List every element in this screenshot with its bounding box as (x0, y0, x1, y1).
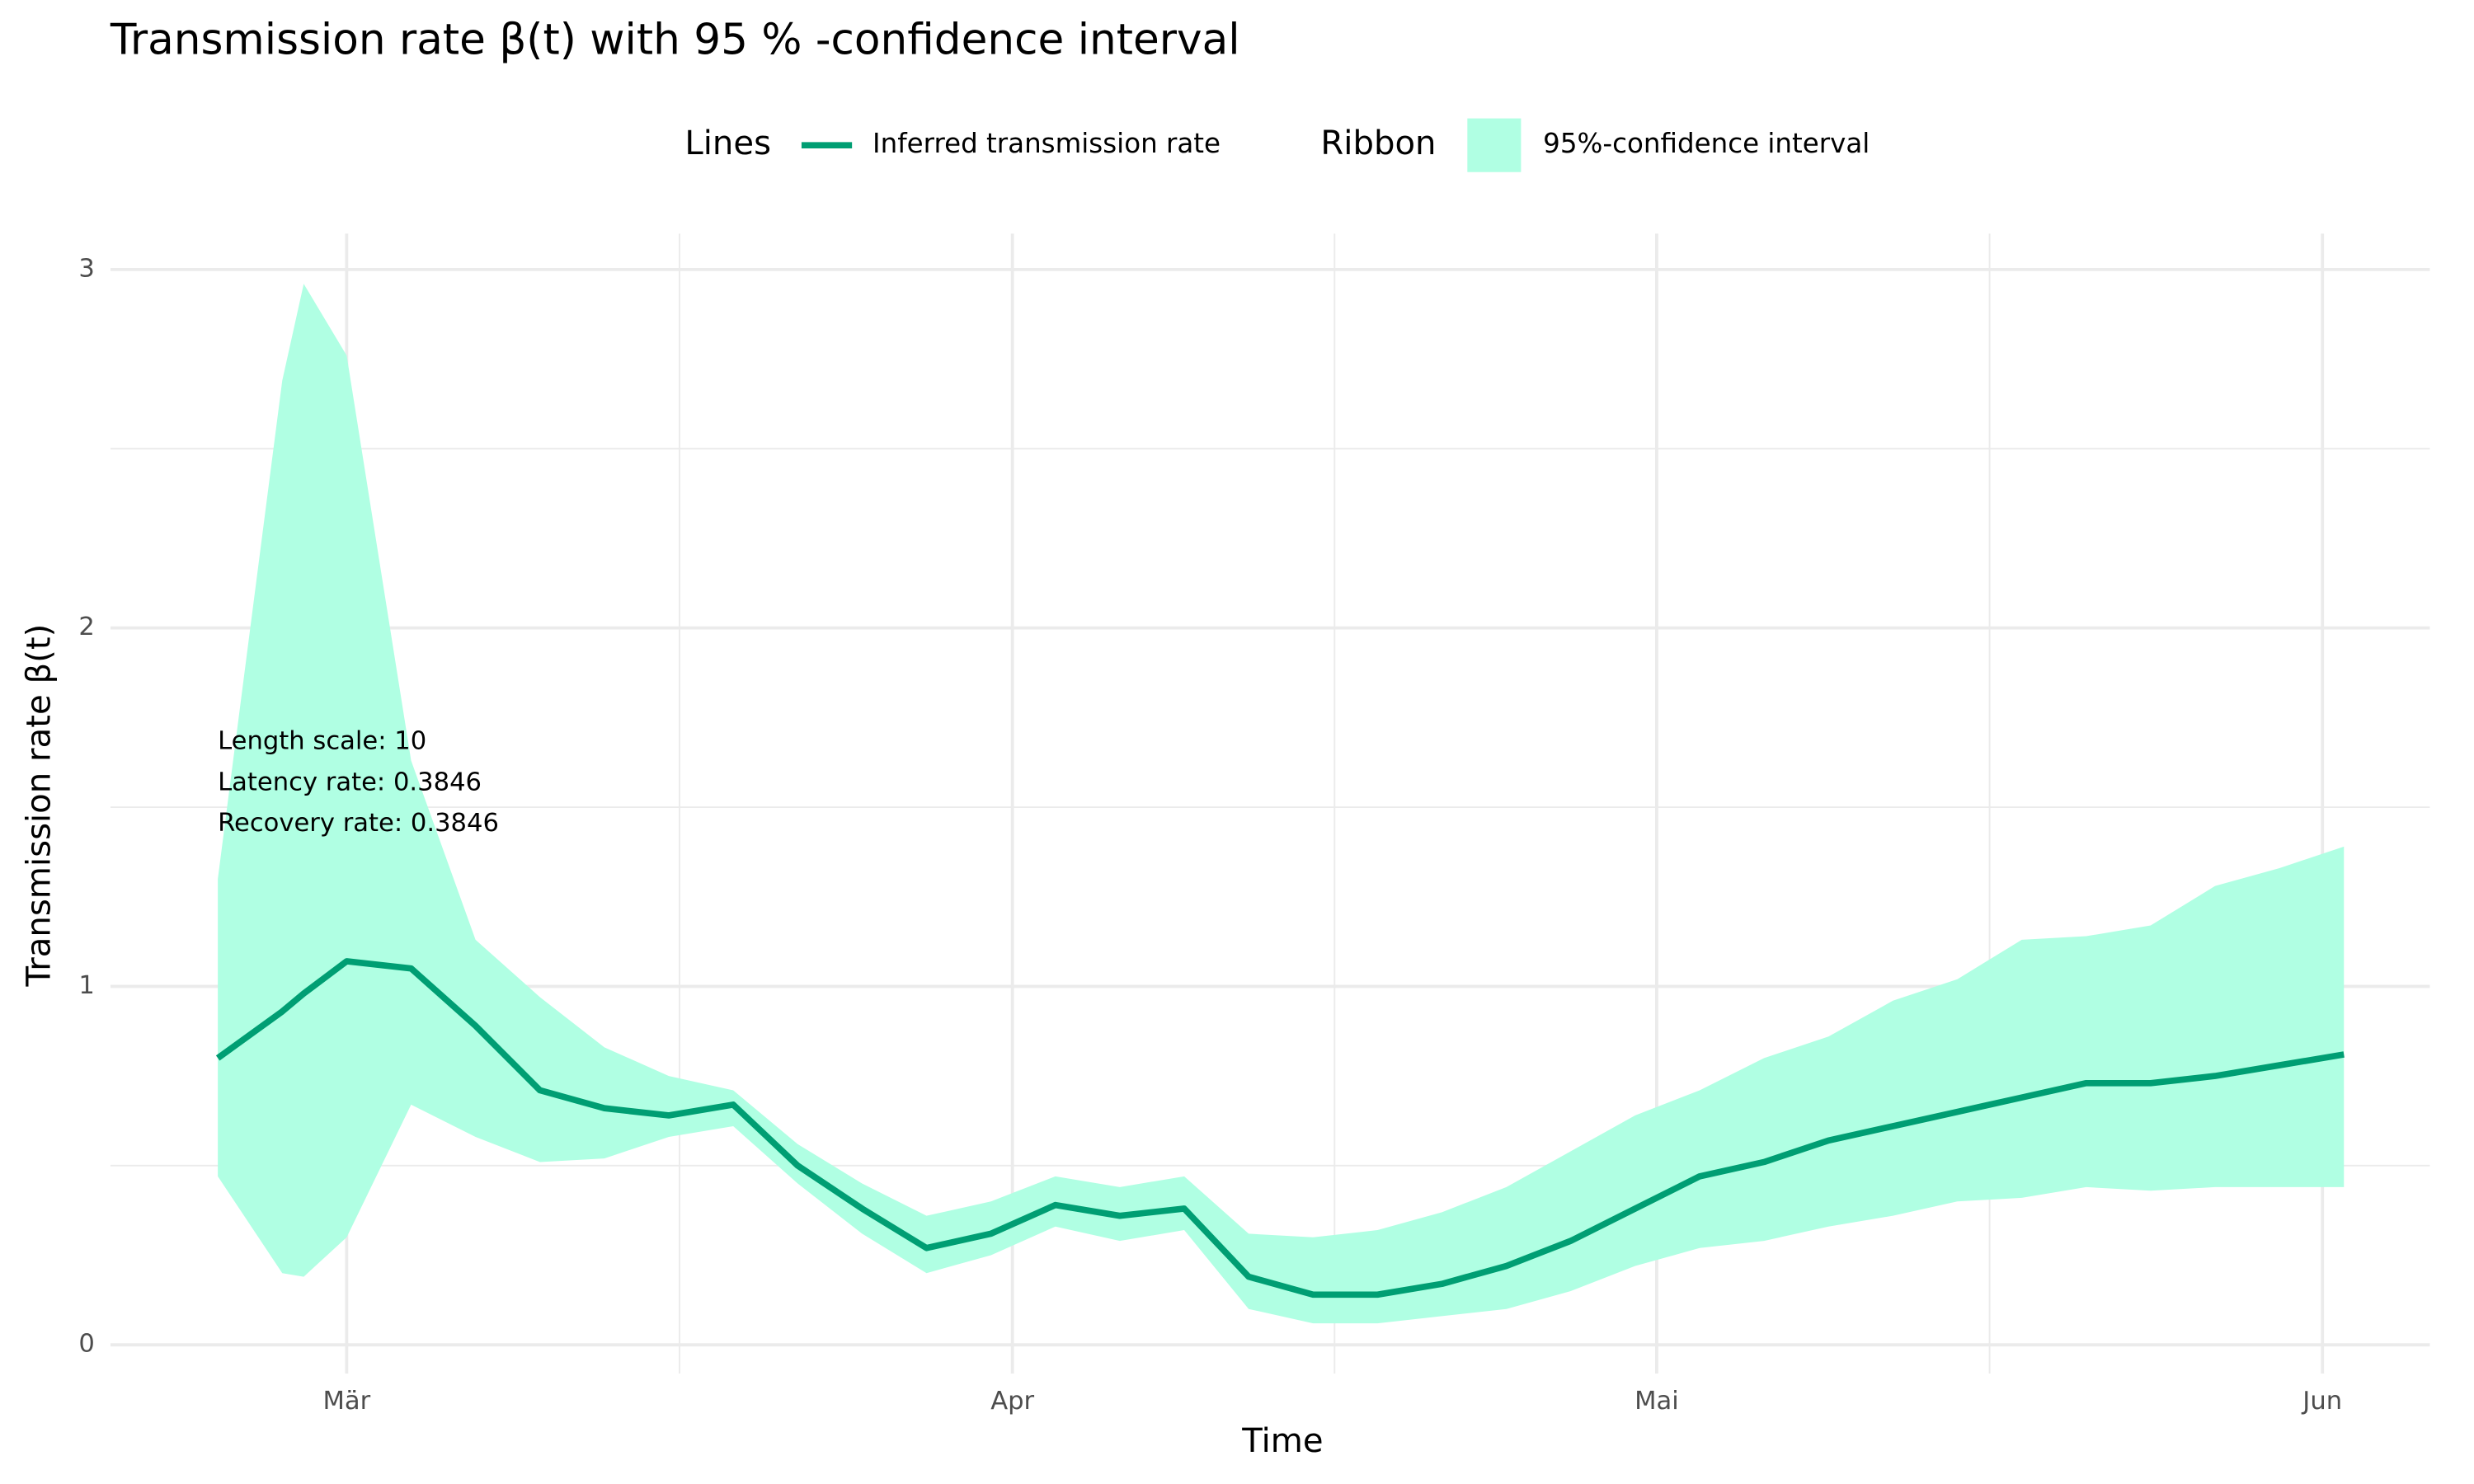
legend-label: Inferred transmission rate (872, 128, 1221, 159)
y-tick-label: 3 (78, 254, 94, 283)
line (215, 958, 2345, 1298)
y-axis-title: Transmission rate β(t) (21, 624, 59, 988)
annotation: Latency rate: 0.3846 (218, 768, 482, 796)
annotation: Length scale: 10 (218, 726, 426, 755)
legend-title: Ribbon (1320, 124, 1436, 162)
y-tick-label: 0 (78, 1330, 94, 1359)
confidence-ribbon (218, 284, 2345, 1324)
x-tick-label: Mai (1634, 1387, 1679, 1416)
y-tick-label: 2 (78, 613, 94, 641)
legend-label: 95%-confidence interval (1543, 128, 1870, 159)
x-axis-title: Time (1241, 1422, 1323, 1460)
y-tick-label: 1 (78, 971, 94, 1000)
legend-ribbon-key (1467, 118, 1522, 172)
x-tick-label: Mär (323, 1387, 371, 1416)
legend-title: Lines (684, 124, 771, 162)
chart-title: Transmission rate β(t) with 95 % -confid… (110, 16, 1240, 65)
x-tick-label: Apr (990, 1387, 1034, 1416)
x-tick-label: Jun (2301, 1387, 2342, 1416)
annotation: Recovery rate: 0.3846 (218, 809, 499, 838)
